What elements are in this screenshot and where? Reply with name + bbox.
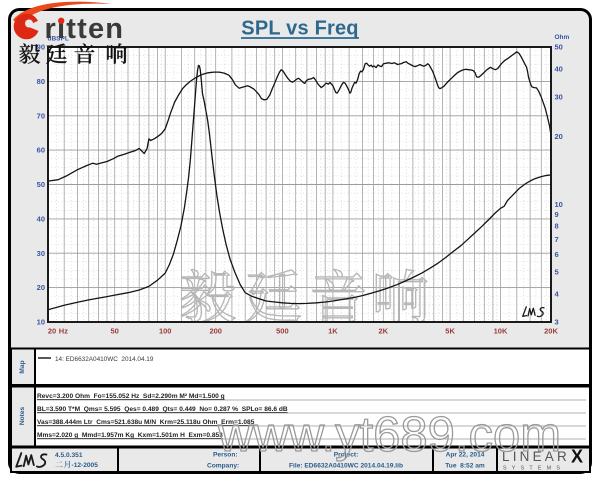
svg-text:Company:: Company: [207,463,239,470]
svg-text:500: 500 [276,327,289,336]
svg-text:70: 70 [37,111,45,120]
svg-text:50: 50 [37,180,45,189]
svg-text:40: 40 [555,64,563,73]
svg-text:7: 7 [555,235,559,244]
svg-text:80: 80 [37,77,45,86]
svg-text:4.5.0.351: 4.5.0.351 [55,452,83,459]
svg-text:Vas=388.444m Ltr Cms=521.638u: Vas=388.444m Ltr Cms=521.638u M/N Krm=25… [37,419,255,426]
svg-text:www.yt689.com: www.yt689.com [217,408,561,462]
svg-text:BL=3.590 T*M Qms= 5.595 Qes=: BL=3.590 T*M Qms= 5.595 Qes= 0.489 Qts= … [37,406,288,413]
svg-text:LINEAR: LINEAR [502,449,570,464]
svg-text:3: 3 [555,318,559,327]
svg-text:14: ED6632A0410WC 2014.04.19: 14: ED6632A0410WC 2014.04.19 [55,356,154,363]
svg-text:File: ED6632A0410WC 2014.04.19: File: ED6632A0410WC 2014.04.19.lib [289,463,403,470]
svg-text:200: 200 [209,327,222,336]
svg-text:SYSTEMS: SYSTEMS [503,466,565,472]
svg-text:20: 20 [555,132,563,141]
svg-text:Map: Map [19,360,26,373]
svg-text:8: 8 [555,222,559,231]
svg-text:10K: 10K [494,327,508,336]
svg-text:4: 4 [555,290,560,299]
svg-text:1K: 1K [328,327,338,336]
svg-text:20K: 20K [544,327,558,336]
svg-text:Hz: Hz [59,327,68,336]
svg-text:Mms=2.020 g Mmd=1.957m Kg Kx: Mms=2.020 g Mmd=1.957m Kg Kxm=1.501m H E… [37,432,223,439]
svg-text:40: 40 [37,215,45,224]
svg-text:Ohm: Ohm [555,34,570,41]
svg-text:2K: 2K [379,327,389,336]
svg-text:50: 50 [111,327,119,336]
svg-text:Apr 22, 2014: Apr 22, 2014 [446,452,485,459]
svg-text:10: 10 [555,200,563,209]
svg-text:9: 9 [555,210,559,219]
svg-text:50: 50 [555,43,563,52]
svg-text:6: 6 [555,250,559,259]
svg-text:X: X [571,447,583,467]
svg-text:5: 5 [555,268,559,277]
svg-text:5K: 5K [445,327,455,336]
svg-text:10: 10 [37,318,45,327]
svg-text:90: 90 [37,43,45,52]
svg-text:Tue 8:52 am: Tue 8:52 am [445,463,485,470]
svg-text:30: 30 [555,93,563,102]
svg-text:20: 20 [48,327,56,336]
svg-text:100: 100 [159,327,172,336]
svg-text:Notes: Notes [19,407,26,426]
svg-text:30: 30 [37,249,45,258]
svg-text:20: 20 [37,283,45,292]
svg-text:Person:: Person: [213,452,238,459]
svg-text:60: 60 [37,146,45,155]
svg-text:-12-2005: -12-2005 [72,462,99,469]
svg-text:SPL vs Freq: SPL vs Freq [241,18,358,40]
svg-text:rıtten: rıtten [45,13,125,45]
svg-text:Project:: Project: [334,452,359,459]
svg-text:Revc=3.200 Ohm Fo=155.052 Hz: Revc=3.200 Ohm Fo=155.052 Hz Sd=2.290m M… [37,393,225,400]
svg-text:dBSPL: dBSPL [48,36,69,43]
